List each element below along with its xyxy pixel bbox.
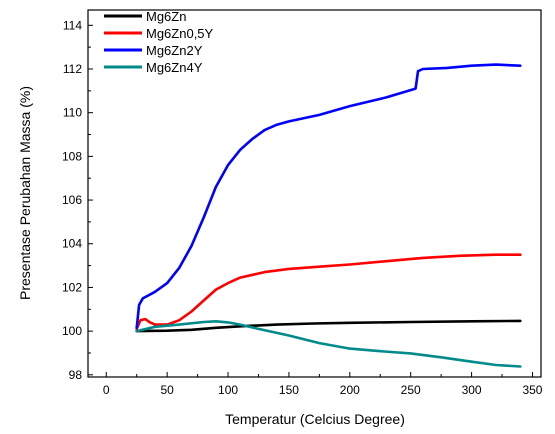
legend-label: Mg6Zn xyxy=(146,9,186,24)
y-tick-label: 104 xyxy=(62,237,82,251)
x-tick-label: 200 xyxy=(340,383,360,397)
y-tick-label: 110 xyxy=(63,106,82,120)
series-line-mg6zn2y xyxy=(135,63,522,330)
series-line-mg6zn xyxy=(135,319,522,333)
legend-label: Mg6Zn0,5Y xyxy=(146,26,214,41)
x-tick-label: 100 xyxy=(218,383,238,397)
y-axis-label: Presentase Perubahan Massa (%) xyxy=(17,86,33,300)
x-tick-label: 0 xyxy=(103,383,110,397)
y-tick-label: 112 xyxy=(63,62,82,76)
legend-label: Mg6Zn4Y xyxy=(146,60,203,75)
series-line-mg6zn0-5y xyxy=(135,253,522,331)
y-tick-label: 102 xyxy=(62,280,82,294)
y-tick-label: 108 xyxy=(62,149,82,163)
legend-label: Mg6Zn2Y xyxy=(146,43,203,58)
x-tick-label: 250 xyxy=(401,383,421,397)
series-line-mg6zn4y xyxy=(135,320,522,368)
plot-frame xyxy=(87,9,542,378)
series-lines xyxy=(135,63,522,368)
x-tick-label: 300 xyxy=(462,383,482,397)
x-tick-label: 50 xyxy=(160,383,174,397)
x-axis-label: Temperatur (Celcius Degree) xyxy=(225,411,405,427)
y-tick-label: 100 xyxy=(62,324,82,338)
y-tick-label: 106 xyxy=(62,193,82,207)
y-tick-label: 98 xyxy=(69,368,83,382)
y-tick-label: 114 xyxy=(63,18,82,32)
x-tick-label: 150 xyxy=(279,383,299,397)
x-tick-label: 350 xyxy=(522,383,542,397)
legend: Mg6Zn Mg6Zn0,5Y Mg6Zn2Y Mg6Zn4Y xyxy=(104,9,214,75)
axis-ticks: 0 50 100 150 200 250 300 350 98 100 102 104 106 108 11… xyxy=(62,18,543,397)
